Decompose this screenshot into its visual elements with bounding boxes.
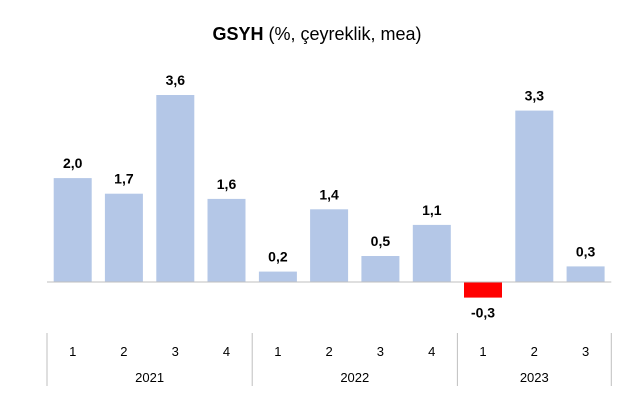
bar — [53, 178, 92, 282]
x-tick-label: 1 — [69, 344, 76, 359]
bar — [310, 209, 349, 282]
x-tick-label: 3 — [377, 344, 384, 359]
bar — [104, 193, 143, 282]
data-label: 1,6 — [217, 176, 237, 192]
data-label: 0,5 — [371, 233, 391, 249]
bar — [361, 256, 400, 282]
bar — [258, 271, 297, 282]
x-tick-label: 1 — [479, 344, 486, 359]
x-tick-label: 1 — [274, 344, 281, 359]
data-label: 3,6 — [166, 72, 186, 88]
data-labels-group: 2,0 1,7 3,6 1,6 0,2 1,4 0,5 1,1 -0,3 3,3 0,3 — [63, 72, 596, 321]
chart-title: GSYH (%, çeyreklik, mea) — [212, 24, 421, 44]
x-tick-label: 3 — [172, 344, 179, 359]
data-label: 0,2 — [268, 249, 288, 265]
x-tick-label: 2 — [325, 344, 332, 359]
data-label: -0,3 — [471, 305, 495, 321]
x-group-label: 2023 — [520, 370, 549, 385]
bar — [515, 110, 554, 282]
chart-title-rest: (%, çeyreklik, mea) — [263, 24, 421, 44]
x-tick-label: 2 — [120, 344, 127, 359]
data-label: 1,7 — [114, 171, 134, 187]
x-group-label: 2022 — [340, 370, 369, 385]
x-tick-label: 4 — [428, 344, 435, 359]
bar — [464, 282, 502, 298]
x-tick-label: 4 — [223, 344, 230, 359]
data-label: 1,1 — [422, 202, 442, 218]
data-label: 3,3 — [525, 88, 545, 104]
x-group-label: 2021 — [135, 370, 164, 385]
x-tick-label: 3 — [582, 344, 589, 359]
bars-group — [53, 95, 605, 298]
x-tick-label: 2 — [531, 344, 538, 359]
chart-title-bold: GSYH — [212, 24, 263, 44]
data-label: 2,0 — [63, 155, 83, 171]
data-label: 0,3 — [576, 243, 596, 259]
data-label: 1,4 — [319, 186, 339, 202]
x-axis-group: 1 2 3 4 1 2 3 4 1 2 3 2021 2022 2023 — [46, 333, 612, 386]
bar — [156, 95, 195, 282]
bar — [566, 266, 605, 282]
bar — [412, 224, 451, 282]
bar — [207, 198, 246, 282]
